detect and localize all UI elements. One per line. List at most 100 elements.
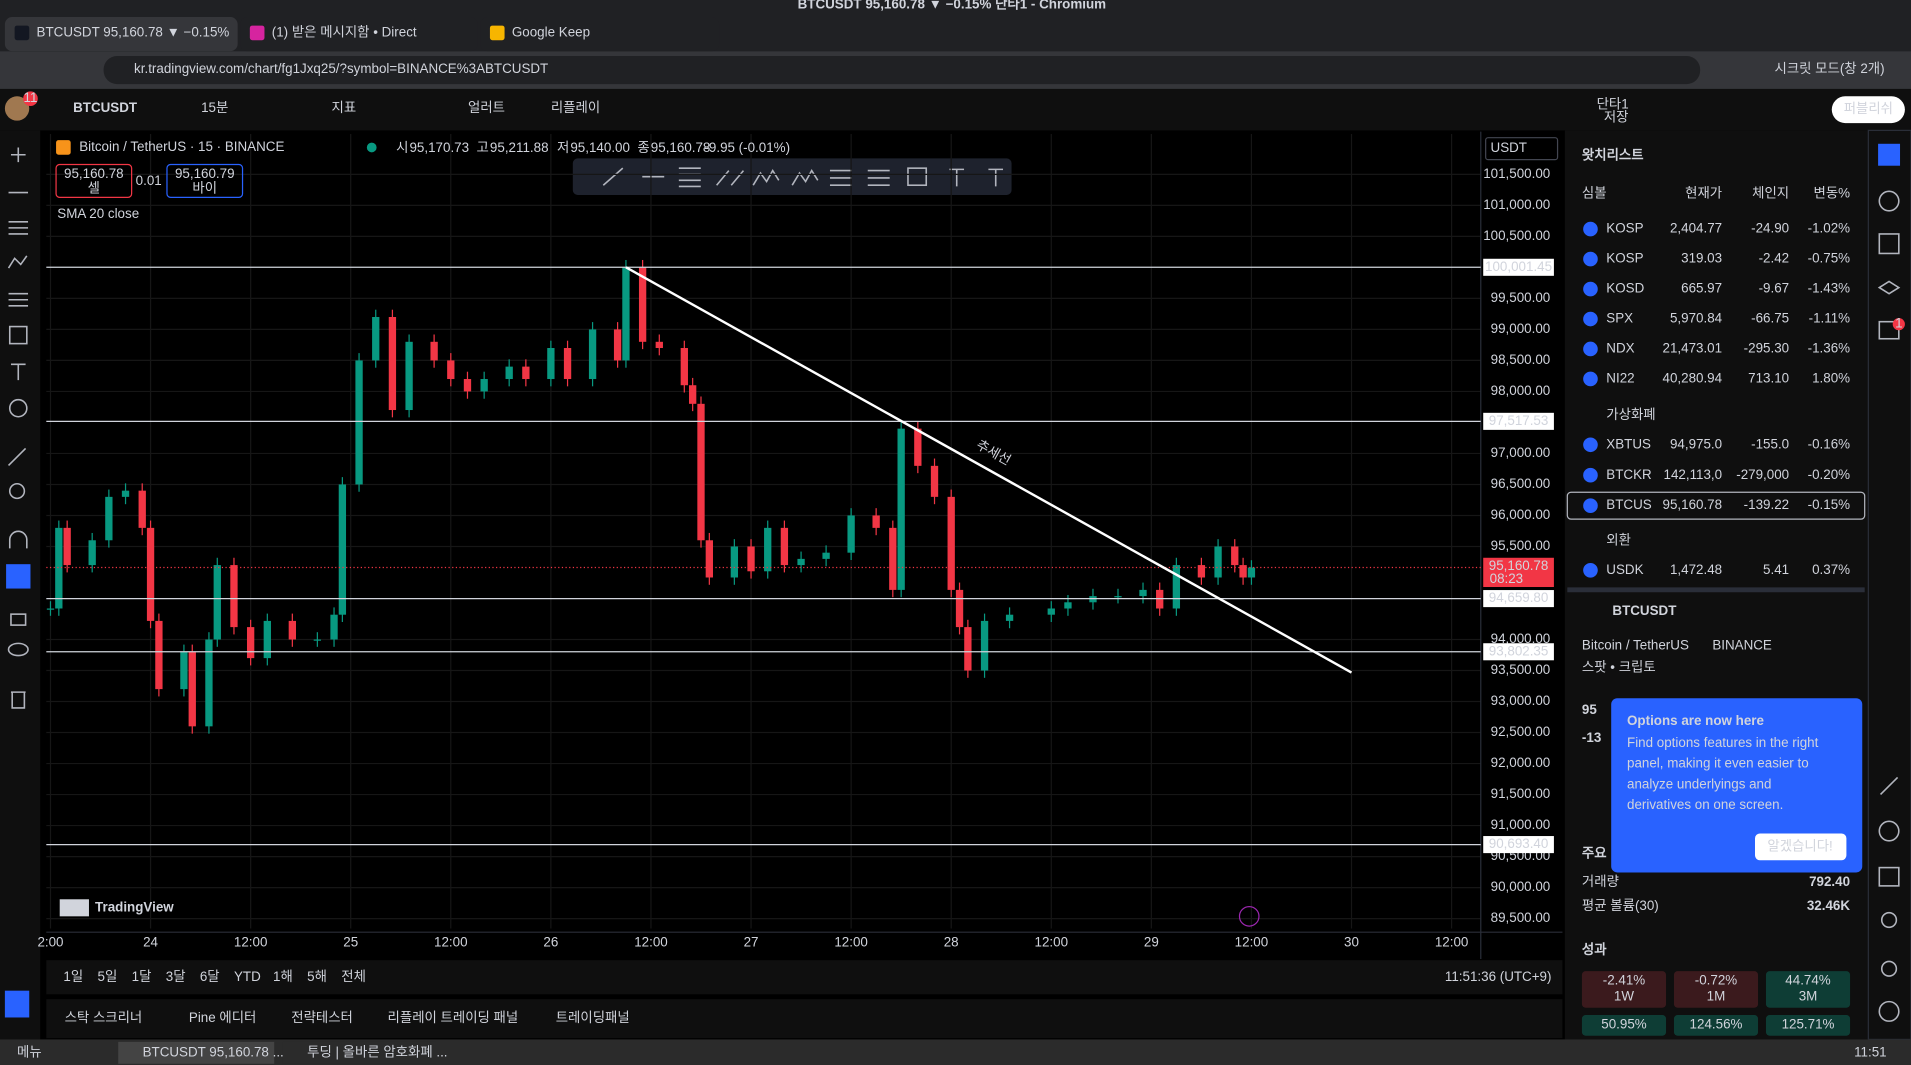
interval[interactable]: 15분 bbox=[201, 100, 228, 115]
candle-body bbox=[655, 341, 663, 349]
candle-body bbox=[780, 527, 789, 566]
bottom-tab[interactable]: 스탁 스크리너 bbox=[65, 1010, 143, 1025]
range-button[interactable]: 6달 bbox=[200, 969, 220, 984]
range-button[interactable]: 5해 bbox=[307, 969, 327, 984]
range-button[interactable]: YTD bbox=[234, 969, 261, 984]
candle-body bbox=[430, 341, 438, 361]
performance-value: 44.74% bbox=[1785, 972, 1831, 987]
symbol[interactable]: KOSP bbox=[1606, 251, 1643, 266]
symbol[interactable]: KOSP bbox=[1606, 221, 1643, 236]
price-tick-label: 99,000.00 bbox=[1491, 321, 1551, 336]
performance-tile bbox=[1581, 1015, 1667, 1036]
symbol[interactable]: NDX bbox=[1606, 341, 1634, 356]
change: -24.90 bbox=[1751, 221, 1789, 236]
replay[interactable]: 리플레이 bbox=[551, 100, 600, 115]
taskbar-clock: 11:51 bbox=[1854, 1044, 1887, 1059]
candle-body bbox=[55, 527, 63, 609]
bottom-tab[interactable]: 전략테스터 bbox=[291, 1010, 353, 1025]
candle-body bbox=[697, 403, 705, 541]
symbol[interactable]: XBTUS bbox=[1606, 436, 1651, 451]
candle-body bbox=[313, 639, 322, 641]
alert[interactable]: 얼러트 bbox=[468, 100, 505, 115]
change-pct: -1.02% bbox=[1808, 221, 1851, 236]
performance-value: 125.71% bbox=[1782, 1016, 1835, 1031]
detail-change: -13 bbox=[1582, 730, 1601, 745]
price: 319.03 bbox=[1681, 251, 1722, 266]
popup-text: panel, making it even easier to bbox=[1627, 756, 1809, 771]
change-pct: 1.80% bbox=[1812, 371, 1850, 386]
symbol[interactable]: USDK bbox=[1606, 562, 1643, 577]
price-tick-label: 91,000.00 bbox=[1491, 817, 1551, 832]
tab[interactable] bbox=[240, 17, 478, 52]
avatar[interactable] bbox=[4, 96, 30, 121]
currency-select[interactable] bbox=[1485, 137, 1559, 161]
ohlc-key: 종 bbox=[637, 140, 649, 155]
candle-body bbox=[63, 527, 71, 566]
candle-body bbox=[146, 527, 155, 621]
change: 5.41 bbox=[1763, 562, 1789, 577]
bottom-tab[interactable]: Pine 에디터 bbox=[189, 1010, 256, 1025]
live-dot bbox=[366, 142, 377, 153]
detail-exchange: BINANCE bbox=[1712, 637, 1772, 652]
symbol[interactable]: BTCUS bbox=[1606, 497, 1651, 512]
candle-body bbox=[1139, 589, 1147, 597]
price-tick-label: 100,500.00 bbox=[1483, 228, 1550, 243]
chart-title: Bitcoin / TetherUS · 15 · BINANCE bbox=[79, 139, 284, 154]
price: 1,472.48 bbox=[1670, 562, 1722, 577]
popup-text: derivatives on one screen. bbox=[1627, 797, 1783, 812]
range-button[interactable]: 5일 bbox=[98, 969, 118, 984]
bottom-tab[interactable]: 리플레이 트레이딩 패널 bbox=[388, 1010, 519, 1025]
candle-body bbox=[980, 620, 989, 671]
price-tick-label: 90,000.00 bbox=[1491, 879, 1551, 894]
price-tick-label: 92,000.00 bbox=[1491, 755, 1551, 770]
trendline[interactable] bbox=[625, 266, 1353, 674]
symbol[interactable]: NI22 bbox=[1606, 371, 1634, 386]
range-button[interactable]: 1일 bbox=[63, 969, 83, 984]
range-button[interactable]: 1해 bbox=[273, 969, 293, 984]
level-label: 90,693.40 bbox=[1489, 836, 1549, 851]
layout-name[interactable]: 단타1 bbox=[1597, 96, 1629, 111]
url-box[interactable] bbox=[103, 56, 1701, 85]
symbol[interactable]: BTCKR bbox=[1606, 467, 1652, 482]
start-menu[interactable]: 메뉴 bbox=[17, 1044, 42, 1059]
symbol[interactable]: SPX bbox=[1606, 311, 1633, 326]
tab[interactable] bbox=[4, 17, 238, 52]
price-tick-label: 92,500.00 bbox=[1491, 724, 1551, 739]
indicators[interactable]: 지표 bbox=[332, 100, 357, 115]
url[interactable]: kr.tradingview.com/chart/fg1Jxq25/?symbo… bbox=[134, 61, 548, 76]
performance-tile bbox=[1765, 971, 1851, 1008]
indicator-legend: SMA 20 close bbox=[57, 206, 139, 221]
change-pct: -0.16% bbox=[1808, 436, 1851, 451]
level-label-box bbox=[1483, 590, 1554, 608]
popup-button[interactable] bbox=[1755, 833, 1847, 861]
key-stats-title: 주요 bbox=[1582, 846, 1607, 861]
tab-icon bbox=[489, 25, 505, 41]
candle-body bbox=[1172, 565, 1181, 609]
tab[interactable] bbox=[480, 17, 720, 52]
publish-button[interactable] bbox=[1831, 96, 1905, 124]
badge-count: 11 bbox=[24, 90, 38, 105]
bottom-tab[interactable]: 트레이딩패널 bbox=[556, 1010, 630, 1025]
tab-icon bbox=[14, 25, 30, 41]
range-button[interactable]: 3달 bbox=[166, 969, 186, 984]
candle-body bbox=[1214, 546, 1222, 578]
candle-body bbox=[480, 379, 488, 392]
symbol-badge bbox=[1583, 467, 1598, 483]
performance-period: 3M bbox=[1799, 988, 1818, 1003]
right-panel bbox=[1564, 130, 1911, 1040]
candle-body bbox=[405, 341, 413, 411]
symbol[interactable]: KOSD bbox=[1606, 281, 1644, 296]
symbol-search[interactable]: BTCUSDT bbox=[73, 100, 138, 115]
candle-body bbox=[955, 589, 964, 628]
range-button[interactable]: 전체 bbox=[341, 969, 366, 984]
time-tick-label: 12:00 bbox=[834, 935, 868, 950]
taskbar-window[interactable] bbox=[118, 1041, 275, 1064]
candle-body bbox=[463, 379, 472, 392]
change-pct: -1.11% bbox=[1809, 311, 1851, 326]
buy-box[interactable] bbox=[166, 163, 244, 199]
range-button[interactable]: 1달 bbox=[132, 969, 152, 984]
detail-symbol: BTCUSDT bbox=[1612, 603, 1677, 618]
taskbar-window[interactable] bbox=[282, 1041, 437, 1064]
detail-price: 95 bbox=[1582, 702, 1597, 717]
sell-box[interactable] bbox=[55, 163, 133, 199]
